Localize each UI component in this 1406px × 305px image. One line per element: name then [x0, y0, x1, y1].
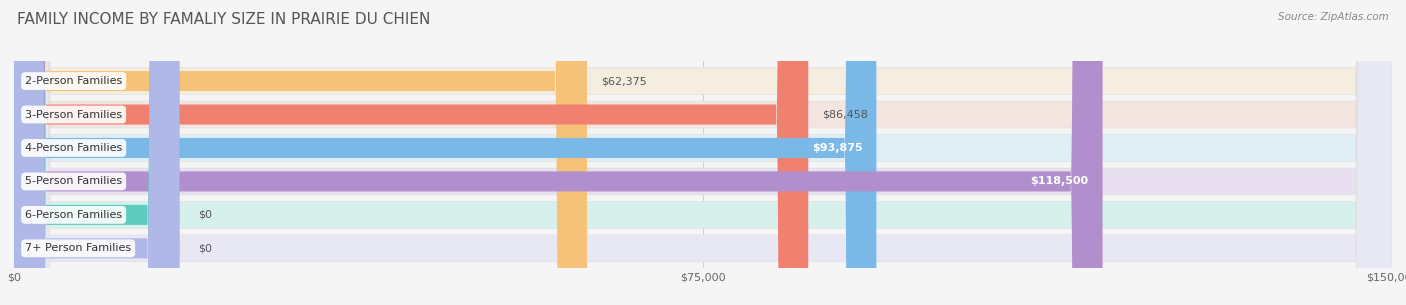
Text: $86,458: $86,458	[823, 109, 868, 120]
Text: $118,500: $118,500	[1031, 176, 1088, 186]
Text: 4-Person Families: 4-Person Families	[25, 143, 122, 153]
Text: 5-Person Families: 5-Person Families	[25, 176, 122, 186]
Text: Source: ZipAtlas.com: Source: ZipAtlas.com	[1278, 12, 1389, 22]
FancyBboxPatch shape	[14, 0, 588, 305]
FancyBboxPatch shape	[14, 0, 876, 305]
Text: 3-Person Families: 3-Person Families	[25, 109, 122, 120]
Text: 7+ Person Families: 7+ Person Families	[25, 243, 131, 253]
Text: 2-Person Families: 2-Person Families	[25, 76, 122, 86]
Text: FAMILY INCOME BY FAMALIY SIZE IN PRAIRIE DU CHIEN: FAMILY INCOME BY FAMALIY SIZE IN PRAIRIE…	[17, 12, 430, 27]
FancyBboxPatch shape	[14, 0, 1392, 305]
Text: $62,375: $62,375	[600, 76, 647, 86]
Text: $0: $0	[198, 210, 212, 220]
FancyBboxPatch shape	[14, 0, 180, 305]
FancyBboxPatch shape	[14, 0, 1102, 305]
Text: $93,875: $93,875	[813, 143, 863, 153]
FancyBboxPatch shape	[14, 0, 1392, 305]
FancyBboxPatch shape	[14, 0, 808, 305]
FancyBboxPatch shape	[14, 0, 1392, 305]
FancyBboxPatch shape	[14, 0, 1392, 305]
Text: $0: $0	[198, 243, 212, 253]
FancyBboxPatch shape	[14, 0, 180, 305]
FancyBboxPatch shape	[14, 0, 1392, 305]
Text: 6-Person Families: 6-Person Families	[25, 210, 122, 220]
FancyBboxPatch shape	[14, 0, 1392, 305]
